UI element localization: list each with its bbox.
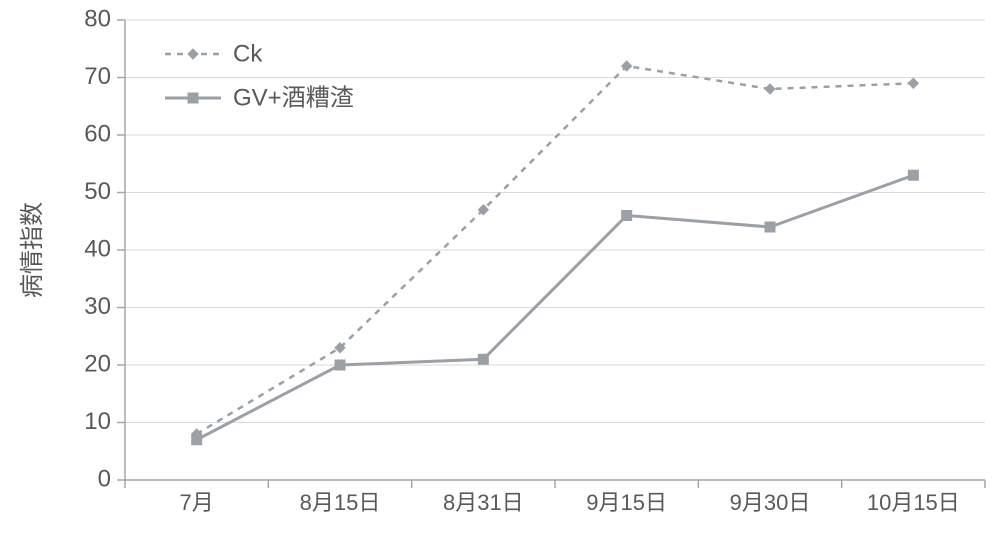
y-tick-label: 10 xyxy=(84,408,111,435)
y-tick-label: 70 xyxy=(84,63,111,90)
x-tick-label: 8月31日 xyxy=(443,490,524,515)
chart-svg: 0 10 20 30 40 50 60 70 80 7月 8月15日 8月31日 9月15日 9月30日 1… xyxy=(0,0,1000,542)
y-tick-label: 80 xyxy=(84,5,111,32)
y-tick-label: 30 xyxy=(84,293,111,320)
y-tick-label: 0 xyxy=(98,465,111,492)
marker-square xyxy=(622,211,632,221)
y-tick-label: 40 xyxy=(84,235,111,262)
y-tick-label: 20 xyxy=(84,350,111,377)
y-tick-label: 60 xyxy=(84,120,111,147)
legend-label: Ck xyxy=(233,40,263,67)
marker-diamond xyxy=(908,78,918,88)
y-tick-label: 50 xyxy=(84,178,111,205)
disease-index-chart: 0 10 20 30 40 50 60 70 80 7月 8月15日 8月31日 9月15日 9月30日 1… xyxy=(0,0,1000,542)
x-tick-label: 7月 xyxy=(180,490,214,515)
legend-label: GV+酒糟渣 xyxy=(233,84,354,111)
marker-diamond xyxy=(188,49,198,59)
x-tick-label: 9月15日 xyxy=(586,490,667,515)
x-tick-label: 10月15日 xyxy=(867,490,960,515)
x-tick-label: 8月15日 xyxy=(300,490,381,515)
marker-square xyxy=(765,222,775,232)
marker-square xyxy=(188,93,198,103)
marker-square xyxy=(908,170,918,180)
marker-square xyxy=(478,354,488,364)
marker-diamond xyxy=(765,84,775,94)
marker-square xyxy=(192,435,202,445)
marker-square xyxy=(335,360,345,370)
x-tick-label: 9月30日 xyxy=(730,490,811,515)
y-axis-label: 病情指数 xyxy=(19,202,46,298)
